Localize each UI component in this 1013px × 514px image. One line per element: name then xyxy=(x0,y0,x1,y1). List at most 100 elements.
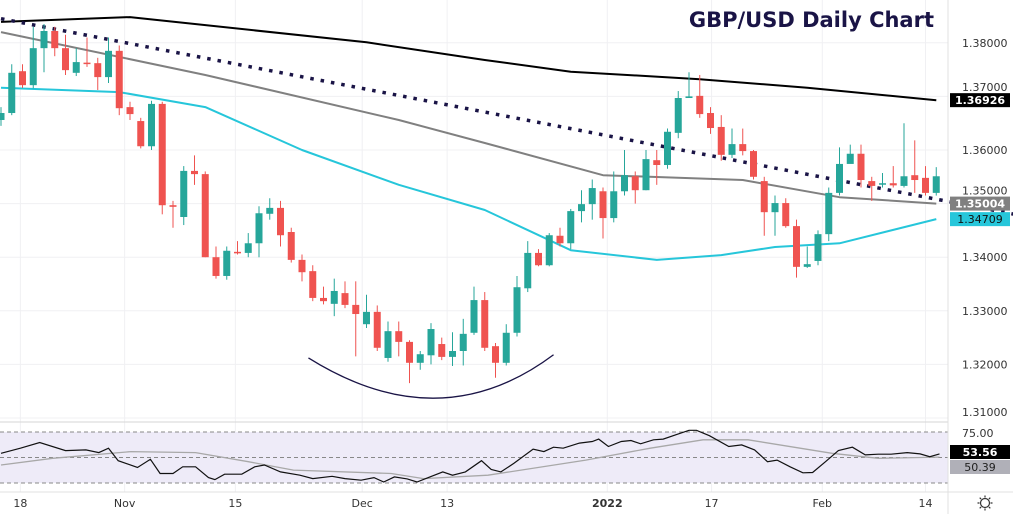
candle-body xyxy=(438,344,446,357)
rsi-upper-label: 75.00 xyxy=(962,427,994,440)
candle-body xyxy=(384,331,392,358)
candle xyxy=(535,249,542,267)
candle xyxy=(567,208,575,250)
candle xyxy=(664,128,671,169)
candle xyxy=(72,48,80,77)
candle-body xyxy=(40,31,48,49)
candle xyxy=(750,150,757,180)
candle xyxy=(266,198,274,220)
candle xyxy=(631,171,639,204)
candle-body xyxy=(836,163,843,193)
x-tick-label: Nov xyxy=(114,497,136,510)
candle xyxy=(610,171,618,223)
candle xyxy=(105,37,112,83)
candle-body xyxy=(223,250,231,276)
rsi-value-tag-bg xyxy=(950,445,1010,459)
candle xyxy=(771,195,779,236)
candle-body xyxy=(567,211,575,244)
candle-body xyxy=(932,176,940,193)
candle-body xyxy=(513,287,521,333)
candle xyxy=(137,117,145,149)
rsi-ma-line xyxy=(0,439,940,480)
candle xyxy=(449,332,456,367)
candle-body xyxy=(545,235,553,266)
candle-body xyxy=(685,96,693,99)
price-tags: 1.36926 1.35004 1.34709 53.56 50.39 xyxy=(950,93,1010,474)
x-tick-label: 14 xyxy=(919,497,933,510)
ma-line-ma200 xyxy=(0,16,937,102)
candle xyxy=(674,91,682,139)
candle xyxy=(502,324,510,366)
candle xyxy=(19,64,26,88)
settings-button[interactable] xyxy=(977,495,993,511)
candle xyxy=(148,100,155,150)
candle-body xyxy=(674,98,682,133)
y-tick-label: 1.34000 xyxy=(962,251,1008,264)
x-tick-label: 18 xyxy=(13,497,27,510)
candle-body xyxy=(739,144,747,152)
candle xyxy=(29,26,37,89)
candle-body xyxy=(631,176,639,191)
candle xyxy=(739,128,747,156)
candle-body xyxy=(481,300,489,348)
candle-body xyxy=(535,252,542,266)
rsi-ma-value-tag-text: 50.39 xyxy=(964,461,996,474)
candle xyxy=(642,150,650,191)
candle-body xyxy=(449,351,456,357)
candle-body xyxy=(416,354,424,363)
candle-body xyxy=(427,329,435,356)
moving-averages xyxy=(0,16,937,261)
candle-body xyxy=(728,144,736,155)
price-axis[interactable]: 1.38000 1.37000 1.36000 1.35000 1.34000 1.330… xyxy=(962,37,1008,440)
ma-line-ma100 xyxy=(0,31,937,205)
candle-body xyxy=(578,204,585,212)
candle xyxy=(707,107,714,134)
y-tick-label: 1.38000 xyxy=(962,37,1008,50)
candle-body xyxy=(148,103,155,147)
ma100-price-tag: 1.35004 xyxy=(950,196,1010,211)
candle xyxy=(8,64,16,116)
candle-body xyxy=(320,297,327,302)
time-axis[interactable]: 18 Nov 15 Dec 13 2022 17 Feb 14 xyxy=(13,497,932,510)
candle-body xyxy=(105,50,112,78)
candle xyxy=(879,173,886,188)
candle xyxy=(578,190,585,223)
ma100-price-tag-bg xyxy=(950,196,1010,211)
candle xyxy=(836,147,843,196)
candle xyxy=(556,227,564,247)
candle-body xyxy=(610,191,618,219)
candle-body xyxy=(352,304,360,315)
candle-body xyxy=(750,151,757,177)
candle xyxy=(427,323,435,365)
candle xyxy=(717,115,725,161)
candle xyxy=(696,74,704,118)
candle xyxy=(728,128,736,159)
candle-body xyxy=(621,175,628,192)
candle-body xyxy=(373,311,381,348)
rsi-value-tag-text: 53.56 xyxy=(963,446,998,459)
candle xyxy=(201,171,209,258)
candle-body xyxy=(212,257,220,276)
candle-body xyxy=(492,346,499,363)
candle xyxy=(459,318,467,366)
ma200-price-tag-bg xyxy=(950,93,1010,108)
x-tick-label: 13 xyxy=(440,497,454,510)
candle xyxy=(352,281,360,357)
candle xyxy=(900,123,908,188)
ma50-price-tag: 1.34709 xyxy=(950,212,1010,227)
candle xyxy=(298,254,306,282)
candle-body xyxy=(29,48,37,86)
candle-body xyxy=(502,332,510,363)
ma-line-ma50 xyxy=(0,86,937,261)
candle xyxy=(384,321,392,362)
candle xyxy=(191,155,198,185)
candle-body xyxy=(287,232,295,260)
x-tick-label: 2022 xyxy=(592,497,623,510)
candle xyxy=(889,166,897,188)
candle-body xyxy=(588,188,596,205)
candle xyxy=(309,265,317,302)
candle xyxy=(320,286,327,305)
candle-body xyxy=(889,183,897,186)
candle-body xyxy=(395,331,403,342)
